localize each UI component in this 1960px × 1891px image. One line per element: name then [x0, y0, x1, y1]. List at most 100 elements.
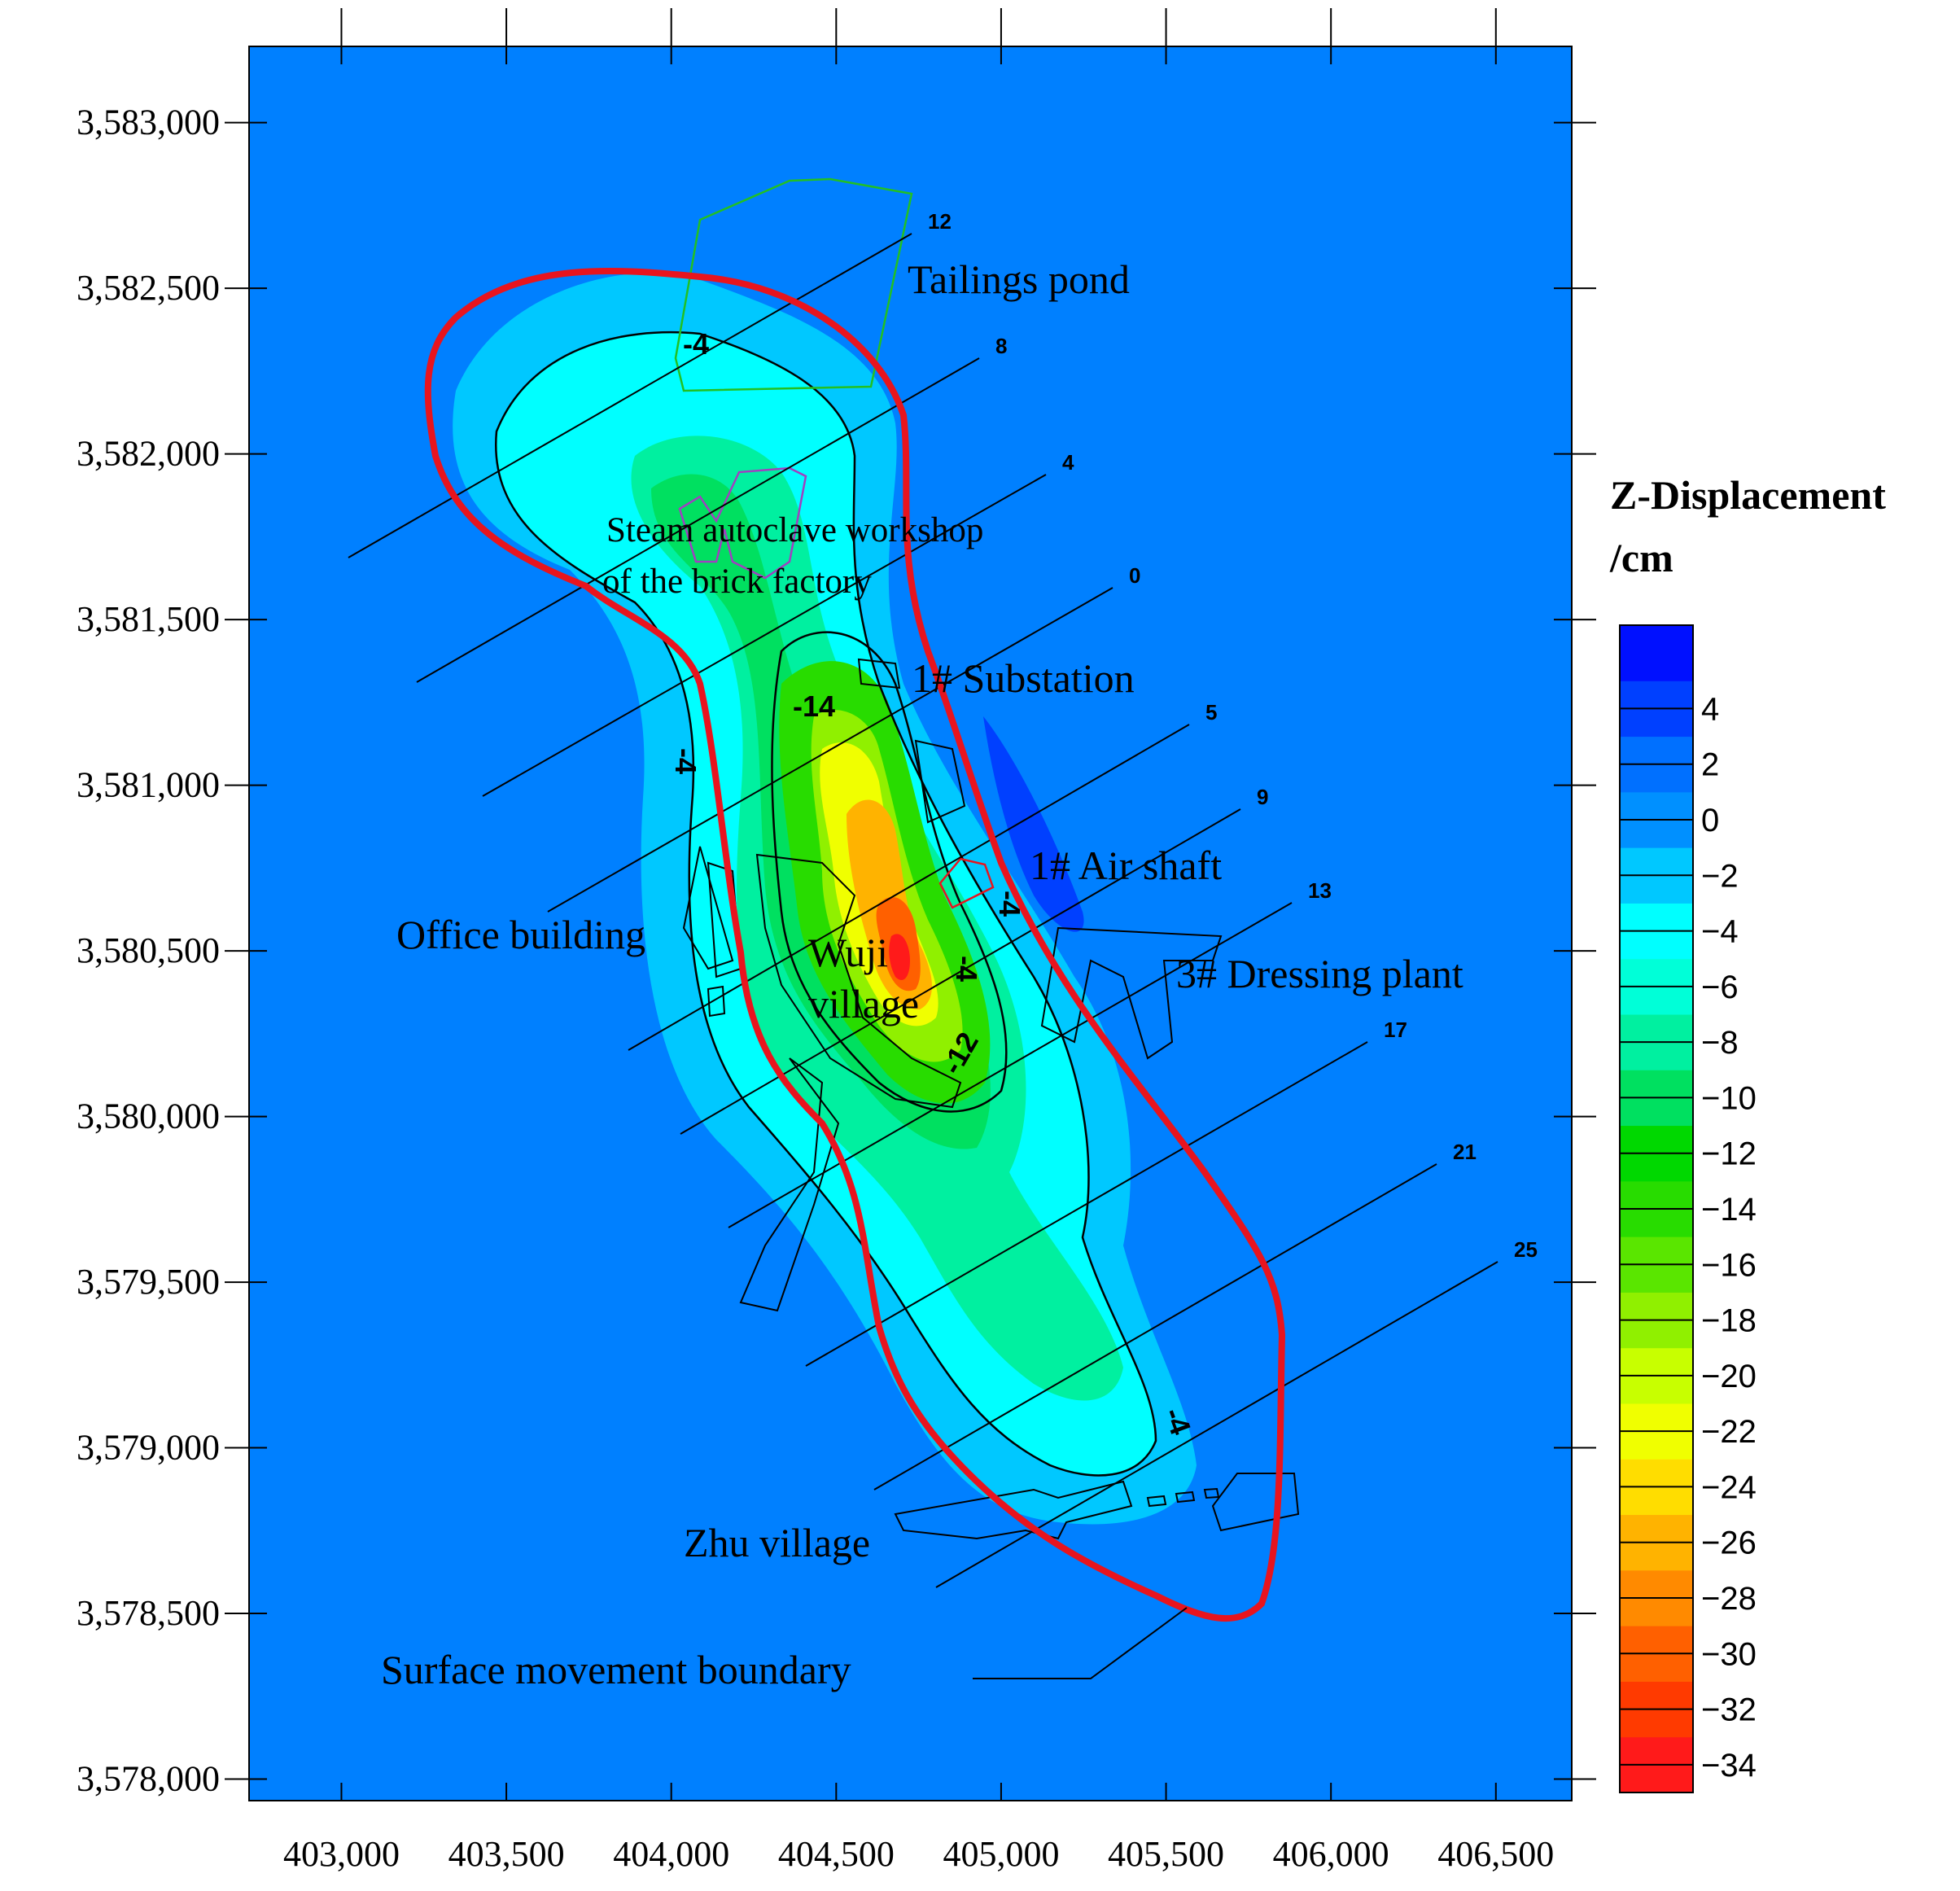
colorbar-level-label: 0	[1701, 803, 1719, 838]
zhu-village-outline	[894, 1480, 1133, 1540]
y-tick-label: 3,579,000	[77, 1428, 220, 1468]
colorbar-level-label: −6	[1701, 970, 1739, 1005]
small-block-1	[1146, 1495, 1167, 1508]
displacement-contours	[453, 273, 1197, 1525]
contour-label: -4	[950, 956, 983, 982]
profile-line	[805, 1041, 1368, 1367]
profile-line-label: 5	[1205, 700, 1217, 724]
colorbar-level-label: −20	[1701, 1359, 1757, 1394]
contour-label: -4	[993, 891, 1026, 917]
colorbar-level-label: −22	[1701, 1414, 1757, 1450]
colorbar-level-label: −2	[1701, 858, 1739, 894]
colorbar-level-label: −10	[1701, 1080, 1757, 1116]
contour-line-minus12	[771, 631, 1008, 1113]
wuji-village-label-line1: Wuji	[808, 930, 888, 975]
colorbar: −34−32−30−28−26−24−22−20−18−16−14−12−10−…	[1619, 624, 1757, 1793]
profile-line	[628, 724, 1190, 1051]
profile-line-label: 8	[995, 334, 1007, 358]
colorbar-level-label: −26	[1701, 1525, 1757, 1561]
profile-line-label: 0	[1129, 563, 1140, 588]
substation-label: 1# Substation	[912, 655, 1135, 701]
profile-line	[680, 808, 1241, 1135]
colorbar-title-line2: /cm	[1609, 535, 1673, 580]
x-tick-label: 404,000	[613, 1834, 729, 1874]
colorbar-level-label: 4	[1701, 691, 1719, 727]
profile-line-label: 25	[1514, 1237, 1538, 1262]
y-tick-label: 3,581,500	[77, 599, 220, 639]
south-building-outline	[739, 1057, 840, 1312]
colorbar-level-label: −30	[1701, 1636, 1757, 1672]
x-tick-label: 403,000	[283, 1834, 400, 1874]
x-tick-label: 403,500	[448, 1834, 565, 1874]
profile-line-label: 17	[1384, 1018, 1407, 1042]
colorbar-swatch	[1620, 625, 1693, 681]
tailings-pond-label: Tailings pond	[908, 256, 1130, 302]
steam-workshop-outline	[678, 466, 807, 580]
office-building-label: Office building	[396, 912, 645, 957]
colorbar-level-label: −8	[1701, 1025, 1739, 1061]
profile-line	[348, 233, 912, 558]
wuji-village-outline	[755, 853, 962, 1109]
y-tick-label: 3,582,000	[77, 434, 220, 474]
dressing-plant-outline	[1040, 926, 1223, 1060]
west-building-outline	[682, 846, 734, 970]
surface-movement-boundary	[424, 267, 1286, 1622]
building-outline-east	[914, 739, 966, 824]
boundary-leader-line	[973, 1607, 1188, 1679]
x-tick-label: 405,500	[1108, 1834, 1224, 1874]
air-shaft-outline	[938, 857, 995, 909]
tailings-pond-outline	[674, 177, 913, 392]
profile-line-label: 4	[1062, 450, 1074, 475]
y-tick-label: 3,583,000	[77, 103, 220, 142]
profile-line-label: 12	[928, 209, 952, 234]
x-tick-label: 406,000	[1273, 1834, 1389, 1874]
colorbar-level-label: −28	[1701, 1581, 1757, 1617]
east-block-outline	[1211, 1473, 1300, 1532]
colorbar-level-label: 2	[1701, 747, 1719, 783]
y-tick-label: 3,582,500	[77, 268, 220, 308]
profile-line-label: 13	[1308, 878, 1332, 903]
y-tick-label: 3,579,500	[77, 1262, 220, 1302]
colorbar-level-label: −12	[1701, 1136, 1757, 1172]
y-tick-label: 3,580,000	[77, 1097, 220, 1136]
x-axis: 403,000 403,500 404,000 404,500 405,000 405,5…	[283, 8, 1554, 1874]
y-tick-label: 3,580,500	[77, 930, 220, 970]
contour-label: -14	[793, 689, 835, 723]
steam-workshop-label-line1: Steam autoclave workshop	[606, 511, 983, 549]
profile-line	[416, 357, 980, 683]
contour-level-0	[983, 716, 1084, 932]
colorbar-level-label: −16	[1701, 1247, 1757, 1283]
substation-outline	[857, 658, 901, 689]
dressing-plant-label: 3# Dressing plant	[1176, 951, 1463, 996]
profile-line	[873, 1163, 1437, 1490]
small-block-3	[1203, 1487, 1220, 1499]
profile-line-label: 9	[1257, 785, 1268, 809]
colorbar-title-line1: Z-Displacement	[1610, 472, 1886, 518]
contour-label: -4	[669, 748, 702, 774]
y-axis: 3,578,000 3,578,500 3,579,000 3,579,500 3,58…	[77, 103, 1596, 1799]
wuji-village-label-line2: village	[808, 981, 919, 1026]
profile-line	[728, 902, 1293, 1228]
small-block-4	[707, 985, 726, 1018]
profile-lines: 12 8 4 0 5 9 13 17 21 25	[348, 209, 1538, 1588]
profile-line	[482, 474, 1047, 797]
y-tick-label: 3,581,000	[77, 765, 220, 805]
contour-line-minus4	[494, 330, 1157, 1477]
colorbar-level-label: −18	[1701, 1303, 1757, 1339]
colorbar-frame	[1619, 624, 1694, 1793]
surface-boundary-label: Surface movement boundary	[381, 1647, 851, 1692]
y-tick-label: 3,578,500	[77, 1593, 220, 1633]
colorbar-level-label: −14	[1701, 1192, 1757, 1228]
y-tick-label: 3,578,000	[77, 1759, 220, 1799]
small-block-2	[1175, 1490, 1196, 1504]
x-tick-label: 405,000	[943, 1834, 1059, 1874]
x-tick-label: 404,500	[778, 1834, 895, 1874]
profile-line-label: 21	[1453, 1140, 1477, 1164]
profile-line	[547, 587, 1113, 913]
profile-line	[935, 1261, 1498, 1588]
colorbar-level-label: −24	[1701, 1469, 1757, 1505]
plot-frame	[248, 46, 1573, 1801]
contour-lines	[494, 330, 1157, 1477]
air-shaft-label: 1# Air shaft	[1030, 843, 1222, 888]
